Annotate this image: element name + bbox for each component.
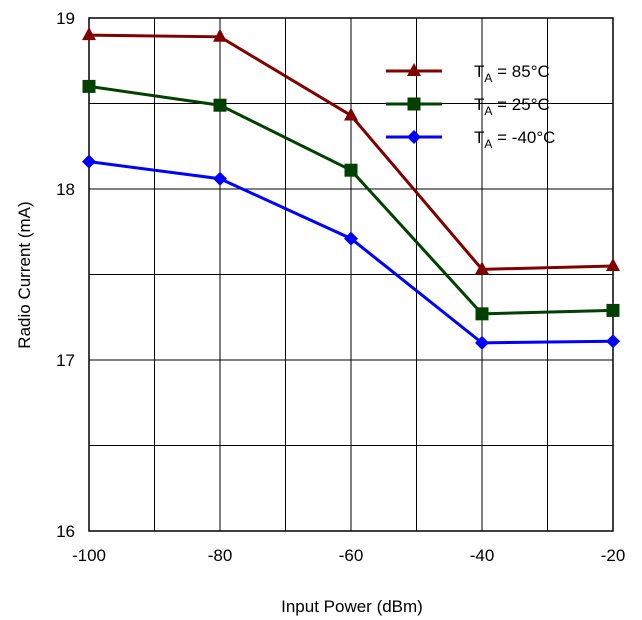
series-group	[82, 27, 620, 350]
data-point	[606, 257, 620, 271]
data-point	[606, 303, 620, 317]
data-point	[213, 98, 227, 112]
legend-item: TA = 25°C	[386, 95, 550, 118]
data-point	[213, 28, 227, 42]
x-axis-title: Input Power (dBm)	[281, 597, 423, 616]
legend-item: TA = 85°C	[386, 62, 550, 85]
data-point	[82, 154, 96, 169]
data-point	[606, 334, 620, 349]
y-axis-title: Radio Current (mA)	[15, 201, 34, 348]
data-point	[475, 307, 489, 321]
data-point	[213, 171, 227, 186]
legend-marker	[407, 97, 421, 111]
legend-label: TA = 85°C	[474, 62, 550, 85]
series-1	[82, 79, 620, 321]
y-tick-label: 17	[56, 351, 75, 370]
data-point	[344, 231, 358, 246]
data-point	[82, 79, 96, 93]
y-tick-label: 19	[56, 9, 75, 28]
legend-label: TA = -40°C	[474, 128, 555, 151]
x-tick-label: -100	[72, 546, 106, 565]
y-tick-label: 18	[56, 180, 75, 199]
y-tick-label: 16	[56, 522, 75, 541]
legend-marker	[407, 63, 421, 76]
x-tick-label: -20	[601, 546, 626, 565]
legend-marker	[407, 130, 421, 144]
legend-item: TA = -40°C	[386, 128, 555, 151]
series-0	[82, 27, 620, 275]
tick-labels: -100 -80 -60 -40 -20 16 17 18 19	[56, 9, 625, 565]
data-point	[475, 335, 489, 350]
x-tick-label: -80	[208, 546, 233, 565]
data-point	[82, 27, 96, 41]
plot-frame	[88, 17, 614, 532]
data-point	[344, 163, 358, 177]
series-2	[82, 154, 620, 350]
legend: TA = 85°C TA = 25°C TA = -40°C	[386, 62, 555, 151]
data-point	[475, 261, 489, 275]
x-tick-label: -60	[339, 546, 364, 565]
legend-label: TA = 25°C	[474, 95, 550, 118]
data-point	[344, 107, 358, 121]
x-tick-label: -40	[470, 546, 495, 565]
